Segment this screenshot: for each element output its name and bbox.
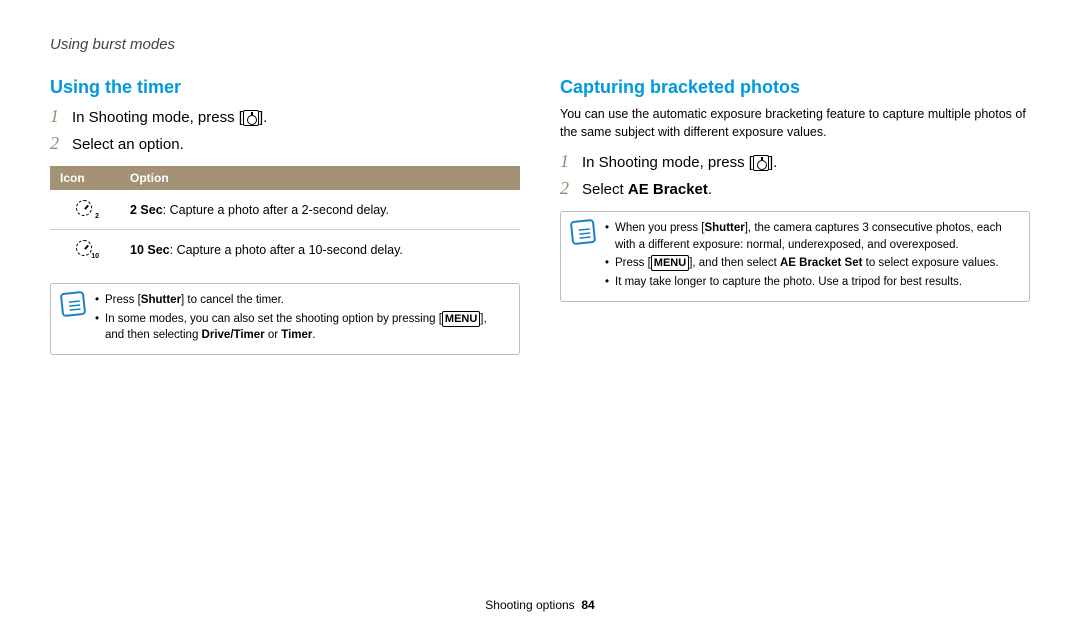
timer-sub: 2 <box>95 213 99 220</box>
option-desc: : Capture a photo after a 10-second dela… <box>170 243 403 257</box>
step-text-bold: AE Bracket <box>628 181 708 198</box>
note-item: In some modes, you can also set the shoo… <box>95 311 509 344</box>
t: or <box>265 329 282 341</box>
note-item: When you press [Shutter], the camera cap… <box>605 220 1019 253</box>
right-step-1: 1 In Shooting mode, press []. <box>560 151 1030 172</box>
table-row: 2 2 Sec: Capture a photo after a 2-secon… <box>50 190 520 230</box>
step-number: 1 <box>50 106 72 127</box>
menu-button-icon: MENU <box>651 255 689 271</box>
timer-button-icon <box>243 110 259 126</box>
t: . <box>312 329 315 341</box>
t: Timer <box>281 329 312 341</box>
t: Press [ <box>615 257 651 269</box>
option-cell: 10 Sec: Capture a photo after a 10-secon… <box>120 230 520 270</box>
note-item: Press [Shutter] to cancel the timer. <box>95 292 509 309</box>
page-number: 84 <box>581 598 594 612</box>
step-text-pre: In Shooting mode, press [ <box>72 109 243 126</box>
option-bold: 2 Sec <box>130 203 163 217</box>
table-row: 10 10 Sec: Capture a photo after a 10-se… <box>50 230 520 270</box>
option-cell: 2 Sec: Capture a photo after a 2-second … <box>120 190 520 230</box>
step-text-pre: Select <box>582 181 628 198</box>
option-bold: 10 Sec <box>130 243 170 257</box>
menu-button-icon: MENU <box>442 311 480 327</box>
step-text: In Shooting mode, press []. <box>582 154 1030 171</box>
step-number: 2 <box>50 133 72 154</box>
t: Press [ <box>105 294 141 306</box>
timer-2sec-icon: 2 <box>75 198 95 218</box>
t: Shutter <box>141 294 181 306</box>
t: to select exposure values. <box>862 257 998 269</box>
footer-label: Shooting options <box>485 598 574 612</box>
step-text: Select an option. <box>72 136 520 153</box>
step-text-post: . <box>708 181 712 198</box>
step-text-post: ]. <box>259 109 267 126</box>
note-item: It may take longer to capture the photo.… <box>605 274 1019 291</box>
t: AE Bracket Set <box>780 257 862 269</box>
right-column: Capturing bracketed photos You can use t… <box>560 77 1030 355</box>
left-step-1: 1 In Shooting mode, press []. <box>50 106 520 127</box>
note-item: Press [MENU], and then select AE Bracket… <box>605 255 1019 272</box>
left-steps: 1 In Shooting mode, press []. 2 Select a… <box>50 106 520 154</box>
right-heading: Capturing bracketed photos <box>560 77 1030 98</box>
breadcrumb: Using burst modes <box>50 36 1030 53</box>
page-footer: Shooting options 84 <box>0 598 1080 612</box>
t: It may take longer to capture the photo.… <box>615 276 962 288</box>
step-text-post: ]. <box>769 154 777 171</box>
step-number: 2 <box>560 178 582 199</box>
step-text: In Shooting mode, press []. <box>72 109 520 126</box>
option-desc: : Capture a photo after a 2-second delay… <box>163 203 389 217</box>
step-number: 1 <box>560 151 582 172</box>
note-icon <box>60 291 86 317</box>
note-list: When you press [Shutter], the camera cap… <box>605 220 1019 293</box>
right-steps: 1 In Shooting mode, press []. 2 Select A… <box>560 151 1030 199</box>
timer-options-table: Icon Option 2 2 Sec: Capture a photo aft… <box>50 166 520 269</box>
table-header-option: Option <box>120 166 520 190</box>
left-step-2: 2 Select an option. <box>50 133 520 154</box>
main-columns: Using the timer 1 In Shooting mode, pres… <box>50 77 1030 355</box>
t: In some modes, you can also set the shoo… <box>105 313 442 325</box>
right-step-2: 2 Select AE Bracket. <box>560 178 1030 199</box>
t: ], and then select <box>689 257 780 269</box>
timer-icon-cell: 10 <box>50 230 120 270</box>
left-heading: Using the timer <box>50 77 520 98</box>
table-header-icon: Icon <box>50 166 120 190</box>
t: When you press [ <box>615 222 704 234</box>
right-note-box: When you press [Shutter], the camera cap… <box>560 211 1030 302</box>
left-column: Using the timer 1 In Shooting mode, pres… <box>50 77 520 355</box>
t: Shutter <box>704 222 744 234</box>
timer-10sec-icon: 10 <box>75 238 95 258</box>
t: Drive/Timer <box>202 329 265 341</box>
step-text-pre: In Shooting mode, press [ <box>582 154 753 171</box>
timer-sub: 10 <box>91 253 99 260</box>
right-intro: You can use the automatic exposure brack… <box>560 106 1030 141</box>
t: ] to cancel the timer. <box>181 294 284 306</box>
left-note-box: Press [Shutter] to cancel the timer. In … <box>50 283 520 355</box>
step-text: Select AE Bracket. <box>582 181 1030 198</box>
note-list: Press [Shutter] to cancel the timer. In … <box>95 292 509 346</box>
note-icon <box>570 219 596 245</box>
timer-button-icon <box>753 155 769 171</box>
timer-icon-cell: 2 <box>50 190 120 230</box>
